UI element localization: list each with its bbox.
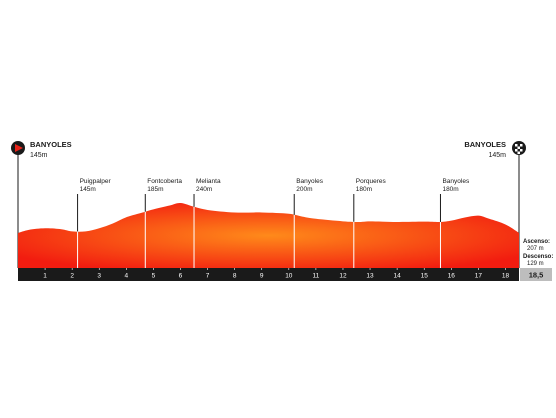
km-tick-label: 10 bbox=[285, 273, 293, 280]
finish-elevation: 145m bbox=[488, 152, 506, 159]
km-axis-bar bbox=[18, 268, 519, 281]
km-tick-label: 2 bbox=[70, 273, 74, 280]
start-flag-icon bbox=[11, 141, 25, 155]
finish-name: BANYOLES bbox=[464, 140, 506, 149]
km-tick-label: 18 bbox=[502, 273, 510, 280]
km-tick-label: 5 bbox=[152, 273, 156, 280]
waypoint-elevation: 180m bbox=[356, 186, 372, 193]
elevation-profile-area bbox=[18, 202, 519, 268]
descent-label: Descenso: bbox=[523, 254, 553, 260]
km-tick-label: 6 bbox=[179, 273, 183, 280]
km-tick-label: 17 bbox=[475, 273, 483, 280]
descent-value: 129 m bbox=[527, 261, 544, 267]
km-tick-label: 16 bbox=[448, 273, 456, 280]
km-tick-label: 14 bbox=[394, 273, 402, 280]
km-tick-label: 12 bbox=[339, 273, 347, 280]
km-tick-label: 9 bbox=[260, 273, 264, 280]
ascent-value: 207 m bbox=[527, 246, 544, 252]
start-name: BANYOLES bbox=[30, 140, 72, 149]
waypoint-elevation: 200m bbox=[296, 186, 312, 193]
waypoint-name: Fontcoberta bbox=[147, 178, 182, 185]
climb-stats: Ascenso: 207 m Descenso: 129 m bbox=[523, 239, 553, 267]
waypoint-name: Banyoles bbox=[442, 178, 469, 185]
ascent-label: Ascenso: bbox=[523, 239, 550, 245]
waypoint-name: Banyoles bbox=[296, 178, 323, 185]
km-tick-label: 1 bbox=[43, 273, 47, 280]
km-tick-label: 15 bbox=[421, 273, 429, 280]
waypoint-elevation: 145m bbox=[80, 186, 96, 193]
waypoint-name: Puigpalper bbox=[80, 178, 112, 185]
waypoint-elevation: 185m bbox=[147, 186, 163, 193]
start-elevation: 145m bbox=[30, 152, 48, 159]
waypoint-name: Porqueres bbox=[356, 178, 387, 185]
km-tick-label: 7 bbox=[206, 273, 210, 280]
km-tick-labels: 1 2 3 4 5 6 7 8 9 10 11 12 13 14 15 16 17 18 bbox=[43, 268, 509, 280]
km-tick-label: 3 bbox=[97, 273, 101, 280]
waypoint-elevation: 180m bbox=[442, 186, 458, 193]
waypoint-name: Melianta bbox=[196, 178, 221, 185]
km-tick-label: 4 bbox=[125, 273, 129, 280]
km-tick-label: 11 bbox=[313, 273, 320, 280]
km-tick-label: 13 bbox=[366, 273, 374, 280]
checkered-flag-icon bbox=[512, 141, 526, 155]
waypoint-elevation: 240m bbox=[196, 186, 212, 193]
km-tick-label: 8 bbox=[233, 273, 237, 280]
total-distance-box bbox=[520, 268, 552, 281]
total-distance-label: 18,5 bbox=[529, 271, 544, 280]
